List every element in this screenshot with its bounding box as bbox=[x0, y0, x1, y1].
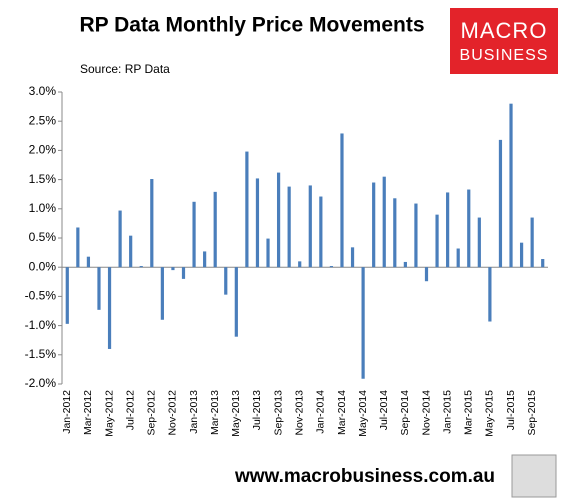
bar bbox=[498, 139, 503, 268]
x-tick-label: May-2012 bbox=[103, 390, 115, 437]
y-tick-label: 3.0% bbox=[29, 84, 57, 98]
bar bbox=[276, 172, 281, 268]
bar bbox=[298, 261, 302, 268]
x-tick-label: Jul-2012 bbox=[124, 390, 136, 430]
y-tick-label: 2.0% bbox=[29, 143, 57, 157]
bar bbox=[340, 133, 344, 268]
x-tick-label: Mar-2015 bbox=[463, 390, 475, 435]
bar bbox=[255, 178, 260, 268]
logo-box bbox=[450, 8, 558, 74]
bar bbox=[435, 214, 439, 268]
bar bbox=[160, 267, 164, 320]
y-tick-label: -0.5% bbox=[25, 289, 57, 303]
x-tick-label: Jan-2014 bbox=[315, 390, 327, 434]
wolf-icon bbox=[511, 454, 557, 498]
x-tick-label: Jan-2015 bbox=[441, 390, 453, 434]
y-tick-label: -1.0% bbox=[25, 318, 57, 332]
y-tick-label: -2.0% bbox=[25, 376, 57, 390]
bar bbox=[467, 189, 471, 268]
x-tick-label: Jul-2014 bbox=[378, 390, 390, 430]
bar bbox=[97, 267, 101, 310]
bar bbox=[456, 248, 460, 268]
bar bbox=[150, 179, 154, 268]
bar bbox=[393, 198, 397, 268]
bar bbox=[171, 267, 175, 271]
y-tick-label: 0.0% bbox=[29, 259, 57, 273]
x-tick-label: Mar-2012 bbox=[82, 390, 94, 435]
bar bbox=[424, 267, 429, 282]
x-tick-label: Sep-2012 bbox=[146, 390, 158, 436]
bar bbox=[129, 235, 133, 268]
bar bbox=[192, 201, 196, 268]
chart-title: RP Data Monthly Price Movements bbox=[79, 14, 424, 37]
bar bbox=[382, 176, 386, 268]
bar bbox=[181, 267, 186, 279]
x-tick-label: Sep-2013 bbox=[272, 390, 284, 436]
x-tick-label: May-2014 bbox=[357, 390, 369, 437]
bar bbox=[372, 182, 376, 268]
x-tick-label: Nov-2014 bbox=[420, 390, 432, 436]
bar bbox=[403, 261, 407, 268]
bar bbox=[287, 186, 291, 268]
bar bbox=[530, 217, 534, 268]
bar bbox=[308, 185, 312, 268]
bar bbox=[86, 256, 91, 268]
bar bbox=[329, 266, 334, 268]
bar bbox=[361, 267, 365, 379]
x-tick-label: Jan-2012 bbox=[61, 390, 73, 434]
y-tick-label: 1.0% bbox=[29, 201, 57, 215]
bar bbox=[76, 227, 80, 268]
x-tick-label: Sep-2015 bbox=[526, 390, 538, 436]
x-tick-label: Nov-2013 bbox=[293, 390, 305, 436]
bar bbox=[477, 217, 481, 268]
x-tick-label: Jul-2015 bbox=[505, 390, 517, 430]
logo-line1: MACRO bbox=[461, 18, 548, 43]
x-tick-label: May-2015 bbox=[484, 390, 496, 437]
x-tick-label: May-2013 bbox=[230, 390, 242, 437]
bar bbox=[203, 251, 207, 268]
bar bbox=[446, 192, 450, 268]
x-tick-label: Mar-2013 bbox=[209, 390, 221, 435]
bar bbox=[65, 267, 69, 324]
y-tick-label: -1.5% bbox=[25, 347, 57, 361]
logo-line2: BUSINESS bbox=[460, 47, 549, 64]
chart-subtitle: Source: RP Data bbox=[80, 62, 170, 76]
y-tick-label: 0.5% bbox=[29, 230, 57, 244]
bar bbox=[245, 151, 249, 268]
bar bbox=[319, 196, 323, 268]
x-tick-label: Sep-2014 bbox=[399, 390, 411, 436]
x-tick-label: Jul-2013 bbox=[251, 390, 263, 430]
bar bbox=[139, 266, 143, 268]
footer: www.macrobusiness.com.au bbox=[234, 466, 495, 487]
x-tick-label: Jan-2013 bbox=[188, 390, 200, 434]
bar bbox=[519, 242, 524, 268]
bar bbox=[350, 247, 355, 268]
y-tick-label: 2.5% bbox=[29, 113, 57, 127]
bar bbox=[118, 210, 122, 268]
bar bbox=[224, 267, 228, 295]
bar bbox=[509, 103, 513, 268]
bar bbox=[541, 259, 545, 268]
bar bbox=[488, 267, 492, 322]
bar bbox=[213, 191, 217, 268]
bar bbox=[414, 203, 418, 268]
bar bbox=[266, 238, 270, 268]
bar bbox=[107, 267, 112, 349]
x-tick-label: Mar-2014 bbox=[336, 390, 348, 435]
bar bbox=[234, 267, 238, 337]
x-tick-label: Nov-2012 bbox=[167, 390, 179, 436]
y-tick-label: 1.5% bbox=[29, 172, 57, 186]
